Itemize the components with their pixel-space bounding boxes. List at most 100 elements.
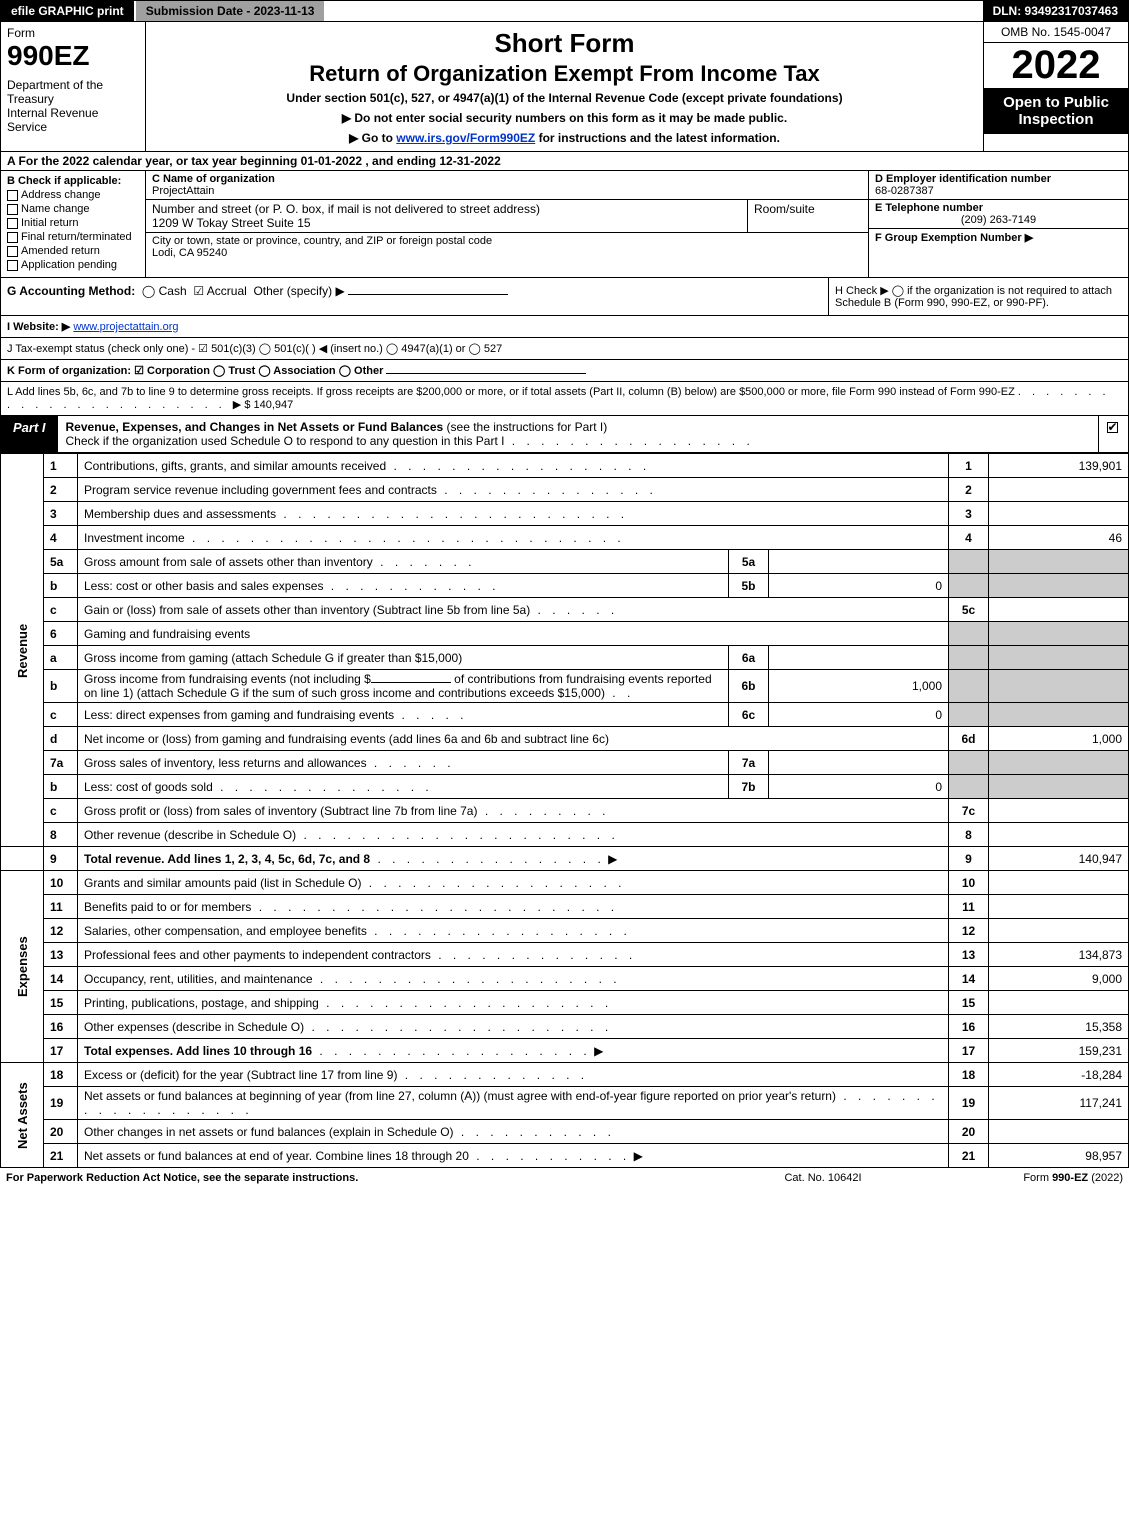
row-k-form-of-org: K Form of organization: ☑ Corporation ◯ …: [0, 360, 1129, 382]
l6b-val-shade: [989, 670, 1129, 703]
form-id-block: Form 990EZ Department of the Treasury In…: [1, 22, 146, 151]
line-6b: b Gross income from fundraising events (…: [1, 670, 1129, 703]
l6b-desc-pre: Gross income from fundraising events (no…: [84, 672, 371, 686]
l1-num: 1: [44, 454, 78, 478]
l21-desc: Net assets or fund balances at end of ye…: [84, 1149, 469, 1163]
part-1-checkbox[interactable]: [1098, 416, 1128, 452]
irs-link[interactable]: www.irs.gov/Form990EZ: [396, 131, 535, 145]
open-to-public: Open to Public Inspection: [984, 88, 1128, 134]
l11-num: 11: [44, 895, 78, 919]
l5c-ln: 5c: [949, 598, 989, 622]
k-text: K Form of organization: ☑ Corporation ◯ …: [7, 365, 383, 377]
l7c-ln: 7c: [949, 799, 989, 823]
l7a-ln-shade: [949, 751, 989, 775]
line-17: 17 Total expenses. Add lines 10 through …: [1, 1039, 1129, 1063]
line-18: Net Assets 18 Excess or (deficit) for th…: [1, 1063, 1129, 1087]
l5b-num: b: [44, 574, 78, 598]
l6a-sub: 6a: [729, 646, 769, 670]
side-expenses: Expenses: [1, 871, 44, 1063]
l5a-val-shade: [989, 550, 1129, 574]
line-20: 20 Other changes in net assets or fund b…: [1, 1120, 1129, 1144]
group-exemption-label: F Group Exemption Number ▶: [875, 232, 1033, 244]
l12-desc: Salaries, other compensation, and employ…: [84, 924, 367, 938]
l7a-sub: 7a: [729, 751, 769, 775]
l8-desc: Other revenue (describe in Schedule O): [84, 828, 296, 842]
l7b-ln-shade: [949, 775, 989, 799]
efile-print-button[interactable]: efile GRAPHIC print: [1, 1, 136, 21]
l8-ln: 8: [949, 823, 989, 847]
l17-num: 17: [44, 1039, 78, 1063]
line-7b: b Less: cost of goods sold . . . . . . .…: [1, 775, 1129, 799]
l15-ln: 15: [949, 991, 989, 1015]
l20-num: 20: [44, 1120, 78, 1144]
chk-initial-return[interactable]: Initial return: [7, 217, 139, 229]
subtitle: Under section 501(c), 527, or 4947(a)(1)…: [156, 91, 973, 105]
line-6a: a Gross income from gaming (attach Sched…: [1, 646, 1129, 670]
l21-num: 21: [44, 1144, 78, 1168]
l5a-desc: Gross amount from sale of assets other t…: [84, 555, 373, 569]
l7b-num: b: [44, 775, 78, 799]
l14-val: 9,000: [989, 967, 1129, 991]
l21-ln: 21: [949, 1144, 989, 1168]
l13-num: 13: [44, 943, 78, 967]
line-6: 6 Gaming and fundraising events: [1, 622, 1129, 646]
l3-val: [989, 502, 1129, 526]
line-14: 14 Occupancy, rent, utilities, and maint…: [1, 967, 1129, 991]
l-text: L Add lines 5b, 6c, and 7b to line 9 to …: [7, 386, 1015, 398]
room-cell: Room/suite: [748, 200, 868, 232]
line-4: 4 Investment income . . . . . . . . . . …: [1, 526, 1129, 550]
l16-desc: Other expenses (describe in Schedule O): [84, 1020, 304, 1034]
line-7c: c Gross profit or (loss) from sales of i…: [1, 799, 1129, 823]
l7b-subval: 0: [769, 775, 949, 799]
l6c-subval: 0: [769, 703, 949, 727]
addr-label: Number and street (or P. O. box, if mail…: [152, 202, 540, 216]
g-cash[interactable]: Cash: [159, 284, 187, 298]
g-other[interactable]: Other (specify) ▶: [253, 284, 344, 298]
l6a-ln-shade: [949, 646, 989, 670]
l7a-subval: [769, 751, 949, 775]
block-b-c-d-e-f: B Check if applicable: Address change Na…: [0, 171, 1129, 278]
line-21: 21 Net assets or fund balances at end of…: [1, 1144, 1129, 1168]
addr-value: 1209 W Tokay Street Suite 15: [152, 216, 311, 230]
l6c-num: c: [44, 703, 78, 727]
omb-number: OMB No. 1545-0047: [984, 22, 1128, 43]
l18-ln: 18: [949, 1063, 989, 1087]
l3-ln: 3: [949, 502, 989, 526]
chk-name-change[interactable]: Name change: [7, 203, 139, 215]
h-schedule-b: H Check ▶ ◯ if the organization is not r…: [828, 278, 1128, 315]
chk-final-return[interactable]: Final return/terminated: [7, 231, 139, 243]
city-label: City or town, state or province, country…: [152, 235, 492, 247]
chk-address-change[interactable]: Address change: [7, 189, 139, 201]
l7a-desc: Gross sales of inventory, less returns a…: [84, 756, 367, 770]
dln-label: DLN: 93492317037463: [983, 1, 1128, 21]
website-link[interactable]: www.projectattain.org: [73, 321, 178, 333]
org-name: ProjectAttain: [152, 185, 214, 197]
phone-value: (209) 263-7149: [875, 214, 1122, 226]
line-6c: c Less: direct expenses from gaming and …: [1, 703, 1129, 727]
l13-ln: 13: [949, 943, 989, 967]
l5a-subval: [769, 550, 949, 574]
l7b-desc: Less: cost of goods sold: [84, 780, 213, 794]
city-value: Lodi, CA 95240: [152, 247, 227, 259]
group-exemption-block: F Group Exemption Number ▶: [869, 228, 1128, 246]
phone-block: E Telephone number (209) 263-7149: [869, 199, 1128, 228]
part-1-header: Part I Revenue, Expenses, and Changes in…: [0, 416, 1129, 453]
l7a-num: 7a: [44, 751, 78, 775]
l3-num: 3: [44, 502, 78, 526]
chk-application-pending[interactable]: Application pending: [7, 259, 139, 271]
l14-ln: 14: [949, 967, 989, 991]
line-5c: c Gain or (loss) from sale of assets oth…: [1, 598, 1129, 622]
topbar-spacer: [326, 1, 982, 21]
phone-label: E Telephone number: [875, 202, 983, 214]
l15-desc: Printing, publications, postage, and shi…: [84, 996, 319, 1010]
ein-value: 68-0287387: [875, 185, 934, 197]
line-11: 11 Benefits paid to or for members . . .…: [1, 895, 1129, 919]
l18-desc: Excess or (deficit) for the year (Subtra…: [84, 1068, 397, 1082]
chk-amended-return[interactable]: Amended return: [7, 245, 139, 257]
g-accrual[interactable]: Accrual: [207, 284, 247, 298]
l8-val: [989, 823, 1129, 847]
l19-ln: 19: [949, 1087, 989, 1120]
org-name-label: C Name of organization: [152, 173, 275, 185]
part-1-tab: Part I: [1, 416, 58, 452]
l6c-val-shade: [989, 703, 1129, 727]
